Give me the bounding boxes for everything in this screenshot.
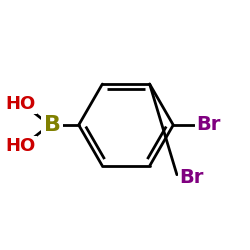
Text: HO: HO	[6, 96, 36, 114]
Text: Br: Br	[196, 116, 221, 134]
Text: B: B	[44, 115, 60, 135]
Text: HO: HO	[6, 136, 36, 154]
Text: Br: Br	[179, 168, 204, 187]
